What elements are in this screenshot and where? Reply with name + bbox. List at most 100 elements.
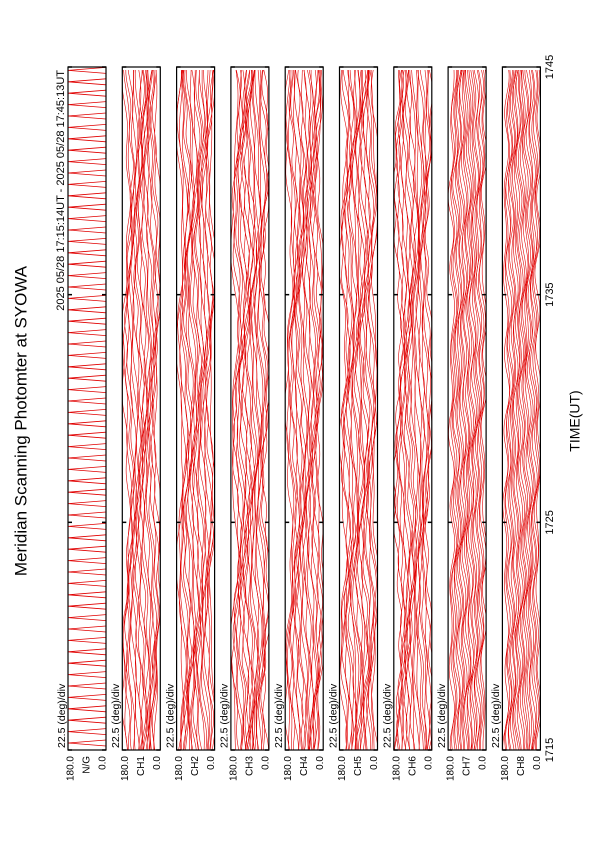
trace (450, 70, 457, 750)
trace (176, 69, 187, 750)
trace (68, 203, 106, 211)
trace (448, 69, 456, 750)
trace (403, 69, 413, 750)
trace (298, 69, 308, 750)
trace (128, 69, 139, 750)
channel-label: CH4 (299, 756, 310, 776)
trace (68, 728, 106, 735)
trace (406, 69, 417, 750)
channel-label: CH8 (516, 756, 527, 776)
trace (68, 477, 106, 485)
channel-label: CH6 (407, 756, 418, 776)
trace (252, 69, 263, 750)
trace (68, 580, 106, 587)
trace (507, 69, 515, 750)
channel-label: N/G (82, 756, 93, 774)
trace (68, 306, 106, 314)
y-bottom-label: 0.0 (261, 756, 272, 770)
trace (251, 69, 261, 750)
scale-label: 22.5 (deg)/div (436, 683, 448, 748)
trace (415, 69, 426, 750)
trace (353, 69, 364, 750)
trace (480, 69, 487, 750)
traces (122, 69, 161, 750)
trace (68, 169, 106, 177)
trace (474, 69, 482, 750)
scale-label: 22.5 (deg)/div (327, 683, 339, 748)
trace (413, 69, 423, 750)
trace (195, 70, 206, 750)
trace (316, 69, 324, 750)
trace (370, 69, 378, 750)
trace (398, 69, 409, 750)
trace (361, 69, 371, 750)
trace (68, 523, 106, 530)
trace (68, 409, 106, 416)
trace (197, 70, 207, 750)
trace (414, 70, 424, 750)
channel-label: CH2 (190, 756, 201, 776)
trace (68, 557, 106, 564)
trace (182, 69, 193, 750)
trace (299, 69, 309, 750)
panel-frame (230, 66, 270, 751)
landscape-plot: Meridian Scanning Photomter at SYOWA 202… (11, 55, 582, 781)
trace (68, 682, 106, 690)
trace (287, 69, 297, 750)
channel-label: CH1 (136, 756, 147, 776)
trace (296, 69, 307, 750)
trace (200, 69, 210, 750)
trace (260, 69, 269, 750)
trace (147, 69, 157, 750)
trace (68, 694, 106, 701)
y-top-label: 180.0 (446, 756, 457, 781)
trace (350, 69, 361, 750)
trace (68, 112, 106, 120)
trace (186, 70, 196, 750)
trace (245, 70, 255, 750)
trace (68, 739, 106, 747)
trace (181, 69, 192, 750)
trace (137, 69, 148, 750)
trace (68, 352, 106, 359)
trace (231, 69, 241, 750)
trace (68, 488, 106, 496)
trace (68, 317, 106, 325)
trace (68, 466, 106, 473)
trace (68, 340, 106, 348)
trace (125, 69, 136, 750)
y-bottom-label: 0.0 (423, 756, 434, 770)
trace (68, 386, 106, 393)
chart-title: Meridian Scanning Photomter at SYOWA (11, 265, 30, 576)
trace (68, 260, 106, 268)
x-axis-label: TIME(UT) (567, 390, 583, 451)
scale-label: 22.5 (deg)/div (164, 683, 176, 748)
panel-frame (67, 66, 107, 751)
x-tick-label: 1745 (544, 55, 556, 79)
trace (68, 500, 106, 507)
trace (68, 89, 106, 97)
trace (68, 705, 106, 713)
trace (463, 69, 471, 750)
trace (254, 69, 265, 750)
panel-frame (501, 66, 541, 751)
panel-frame (447, 66, 487, 751)
trace (285, 69, 294, 750)
trace (301, 69, 311, 750)
trace (261, 69, 269, 750)
trace (502, 69, 510, 750)
trace (285, 69, 295, 750)
trace (460, 69, 468, 750)
trace (359, 69, 370, 750)
trace (68, 511, 106, 519)
scale-label: 22.5 (deg)/div (110, 683, 122, 748)
y-bottom-label: 0.0 (206, 756, 217, 770)
trace (68, 659, 106, 667)
y-top-label: 180.0 (229, 756, 240, 781)
trace (243, 69, 254, 750)
trace (68, 648, 106, 656)
trace (349, 69, 359, 750)
trace (461, 69, 470, 750)
scale-label: 22.5 (deg)/div (382, 683, 394, 748)
